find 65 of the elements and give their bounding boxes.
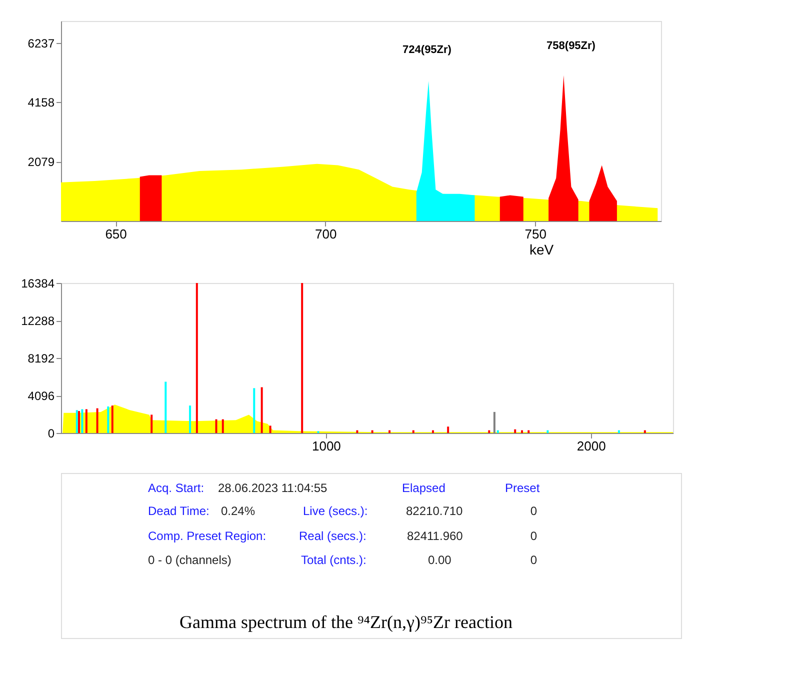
y-tick-label: 4096 xyxy=(28,389,55,403)
bar xyxy=(412,430,414,433)
bar xyxy=(488,430,490,433)
bar xyxy=(189,406,192,433)
bar xyxy=(111,406,114,433)
bar xyxy=(514,429,516,433)
bar xyxy=(164,382,167,433)
y-tick-label: 4158 xyxy=(28,96,55,110)
y-tick-label: 16384 xyxy=(21,276,55,290)
y-tick-label: 6237 xyxy=(28,36,55,50)
bar xyxy=(107,406,110,433)
text: 0 xyxy=(530,553,538,567)
y-tick-label: 0 xyxy=(48,426,55,440)
text: Live (secs.): xyxy=(303,504,368,518)
bar xyxy=(447,426,450,433)
bar xyxy=(371,430,374,433)
bar xyxy=(96,408,98,433)
bar xyxy=(81,409,84,433)
text: 28.06.2023 11:04:55 xyxy=(218,481,328,495)
bar xyxy=(432,430,434,433)
bar xyxy=(388,430,391,433)
text: Total (cnts.): xyxy=(301,553,366,567)
x-tick-label: 700 xyxy=(314,226,337,242)
text: Dead Time: xyxy=(148,504,210,518)
bar xyxy=(496,430,499,433)
text: 82210.710 xyxy=(406,504,464,518)
bar xyxy=(78,411,80,433)
x-tick-label: 650 xyxy=(105,226,127,242)
text: 82411.960 xyxy=(407,529,464,543)
bar xyxy=(260,387,263,433)
bar xyxy=(76,410,78,433)
bar xyxy=(85,409,88,433)
text: Elapsed xyxy=(402,481,446,495)
text: 0.00 xyxy=(428,553,452,567)
text: 0.24% xyxy=(221,504,256,518)
bar xyxy=(196,283,198,433)
annotation: 724(95Zr) xyxy=(402,44,452,56)
x-tick-label: 2000 xyxy=(576,438,606,454)
bar xyxy=(546,430,549,433)
bar xyxy=(222,419,224,433)
text: Preset xyxy=(505,481,540,495)
bar xyxy=(215,419,218,433)
y-tick-label: 8192 xyxy=(28,352,55,366)
text: Comp. Preset Region: xyxy=(148,529,266,543)
bar xyxy=(356,430,358,433)
y-tick-label: 12288 xyxy=(21,314,55,328)
text: Acq. Start: xyxy=(148,481,204,495)
text: 0 xyxy=(530,529,538,543)
x-axis-title: keV xyxy=(529,242,554,258)
x-tick-label: 1000 xyxy=(312,438,341,454)
bar xyxy=(269,426,272,433)
annotation: 758(95Zr) xyxy=(546,40,596,52)
bar xyxy=(301,283,304,433)
text: Real (secs.): xyxy=(299,529,366,543)
bar xyxy=(520,430,523,433)
text: 0 - 0 (channels) xyxy=(148,553,232,567)
bar xyxy=(644,430,646,433)
bar xyxy=(618,430,620,433)
y-tick-label: 2079 xyxy=(28,155,55,170)
text: 0 xyxy=(530,504,538,518)
bar xyxy=(150,414,153,433)
x-tick-label: 750 xyxy=(524,226,546,242)
text: Gamma spectrum of the ⁹⁴Zr(n,γ)⁹⁵Zr reaction xyxy=(180,612,512,632)
bar xyxy=(253,388,256,433)
bar xyxy=(528,430,530,433)
